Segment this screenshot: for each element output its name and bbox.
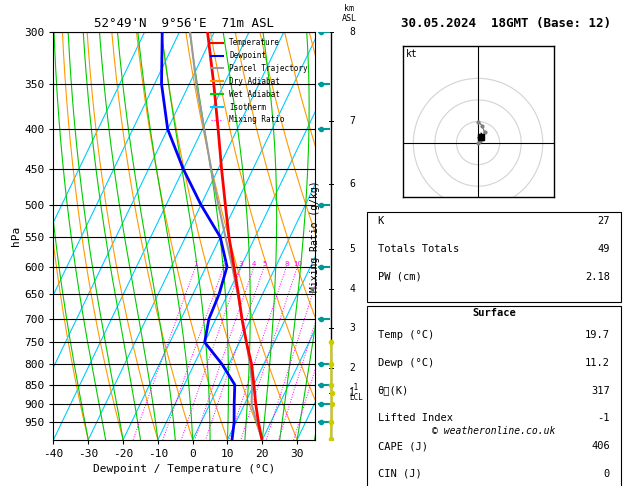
Text: 5: 5	[262, 260, 266, 267]
Text: -1: -1	[598, 413, 610, 423]
Text: 4: 4	[252, 260, 256, 267]
Text: 10: 10	[293, 260, 302, 267]
Y-axis label: hPa: hPa	[11, 226, 21, 246]
Text: 8: 8	[349, 27, 355, 36]
Text: PW (cm): PW (cm)	[377, 272, 421, 282]
Text: θᴇ(K): θᴇ(K)	[377, 385, 409, 396]
Text: Temp (°C): Temp (°C)	[377, 330, 434, 340]
Text: 0: 0	[604, 469, 610, 479]
Text: 5: 5	[349, 244, 355, 254]
Text: Surface: Surface	[472, 308, 516, 318]
Legend: Temperature, Dewpoint, Parcel Trajectory, Dry Adiabat, Wet Adiabat, Isotherm, Mi: Temperature, Dewpoint, Parcel Trajectory…	[208, 35, 311, 127]
Title: 52°49'N  9°56'E  71m ASL: 52°49'N 9°56'E 71m ASL	[94, 17, 274, 31]
Text: Lifted Index: Lifted Index	[377, 413, 452, 423]
Text: 4: 4	[349, 283, 355, 294]
Text: 11.2: 11.2	[585, 358, 610, 368]
Text: 49: 49	[598, 244, 610, 254]
Text: 19.7: 19.7	[585, 330, 610, 340]
Text: 2: 2	[221, 260, 226, 267]
X-axis label: Dewpoint / Temperature (°C): Dewpoint / Temperature (°C)	[93, 465, 275, 474]
Text: Dewp (°C): Dewp (°C)	[377, 358, 434, 368]
Text: kt: kt	[406, 49, 417, 59]
Text: K: K	[377, 216, 384, 226]
Text: 1: 1	[349, 388, 355, 398]
Text: 1: 1	[193, 260, 198, 267]
Text: 2: 2	[349, 364, 355, 373]
Text: 3: 3	[349, 324, 355, 333]
Bar	[367, 306, 621, 486]
Text: 317: 317	[591, 385, 610, 396]
Bar	[367, 212, 621, 302]
Text: 6: 6	[349, 179, 355, 189]
Text: 8: 8	[284, 260, 289, 267]
Text: 3: 3	[239, 260, 243, 267]
Text: © weatheronline.co.uk: © weatheronline.co.uk	[432, 426, 555, 436]
Text: 7: 7	[349, 116, 355, 125]
Text: Totals Totals: Totals Totals	[377, 244, 459, 254]
Text: -1
LCL: -1 LCL	[349, 383, 363, 402]
Text: CAPE (J): CAPE (J)	[377, 441, 428, 451]
Text: 406: 406	[591, 441, 610, 451]
Text: CIN (J): CIN (J)	[377, 469, 421, 479]
Text: km
ASL: km ASL	[342, 4, 357, 23]
Text: 30.05.2024  18GMT (Base: 12): 30.05.2024 18GMT (Base: 12)	[401, 17, 611, 30]
Text: 27: 27	[598, 216, 610, 226]
Text: Mixing Ratio (g/kg): Mixing Ratio (g/kg)	[311, 180, 320, 292]
Text: 2.18: 2.18	[585, 272, 610, 282]
